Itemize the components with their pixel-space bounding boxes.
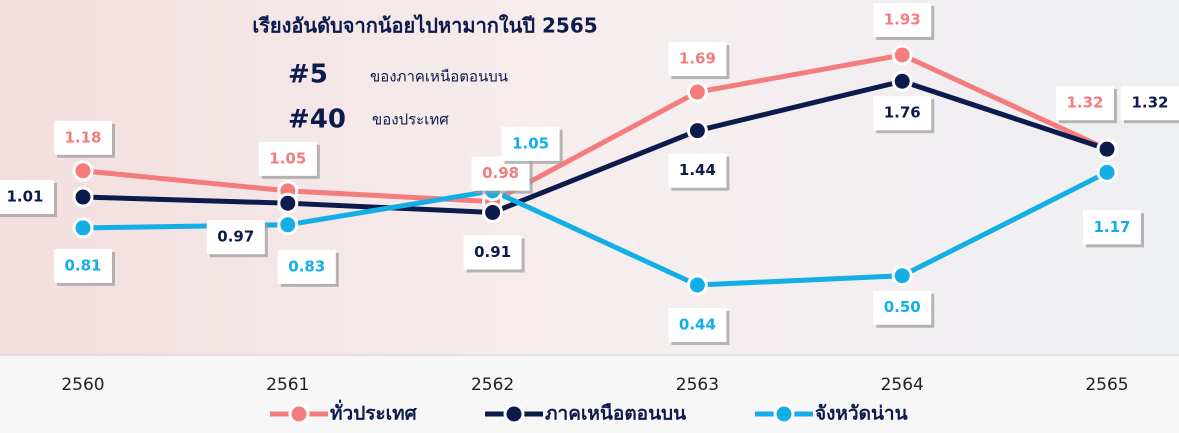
annotation: ของประเทศ: [372, 111, 449, 129]
data-label: 1.93: [884, 11, 921, 29]
data-label: 1.32: [1066, 94, 1103, 112]
point: [74, 188, 92, 206]
data-label: 1.44: [679, 161, 716, 179]
data-label: 1.05: [512, 134, 549, 152]
x-tick-label: 2565: [1085, 375, 1128, 395]
x-tick-label: 2564: [881, 375, 924, 395]
x-tick-label: 2560: [61, 375, 104, 395]
legend-marker: [505, 405, 523, 423]
point: [893, 72, 911, 90]
data-label: 0.44: [679, 316, 716, 334]
legend-marker: [775, 405, 793, 423]
point: [1098, 163, 1116, 181]
chart: เรียงอันดับจากน้อยไปหามากในปี 2565 #5 ขอ…: [0, 0, 1179, 433]
point: [279, 216, 297, 234]
data-label: 0.98: [482, 164, 519, 182]
data-label: 1.32: [1131, 94, 1168, 112]
x-tick-label: 2562: [471, 375, 514, 395]
legend-marker: [290, 405, 308, 423]
data-label: 1.17: [1093, 218, 1130, 236]
data-label: 0.83: [288, 257, 325, 275]
x-tick-label: 2563: [676, 375, 719, 395]
data-label: 0.91: [474, 243, 511, 261]
annotation: #40: [288, 105, 346, 135]
point: [1098, 140, 1116, 158]
point: [893, 267, 911, 285]
legend-label: จังหวัดน่าน: [815, 403, 908, 425]
point: [688, 122, 706, 140]
data-label: 1.69: [679, 50, 716, 68]
data-label: 1.05: [269, 149, 306, 167]
point: [74, 219, 92, 237]
point: [74, 162, 92, 180]
data-label: 0.81: [64, 256, 101, 274]
point: [688, 276, 706, 294]
legend-label: ทั่วประเทศ: [330, 400, 418, 425]
point: [893, 46, 911, 64]
data-label: 0.97: [217, 228, 254, 246]
point: [688, 83, 706, 101]
data-label: 1.18: [64, 128, 101, 146]
annotation: #5: [288, 60, 328, 90]
chart-title: เรียงอันดับจากน้อยไปหามากในปี 2565: [252, 14, 597, 38]
legend-label: ภาคเหนือตอนบน: [545, 403, 686, 425]
data-label: 1.01: [6, 188, 43, 206]
data-label: 1.76: [884, 104, 921, 122]
point: [279, 194, 297, 212]
data-label: 0.50: [884, 298, 921, 316]
point: [484, 203, 502, 221]
annotation: ของภาคเหนือตอนบน: [370, 68, 508, 86]
x-tick-label: 2561: [266, 375, 309, 395]
